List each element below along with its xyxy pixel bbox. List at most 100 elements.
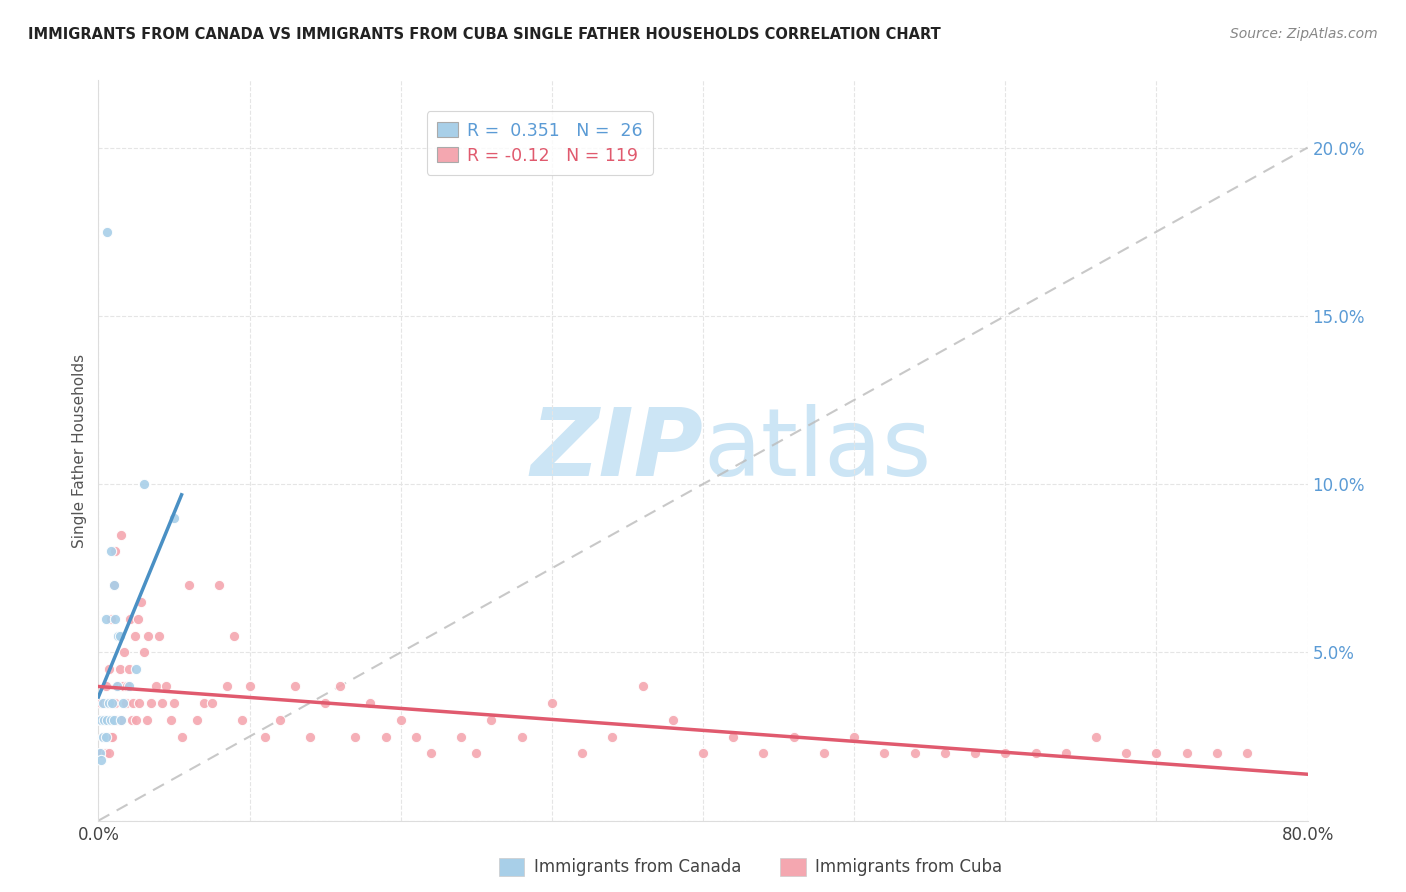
Point (98, 696, 121, 710)
Point (110, 527, 132, 541)
Point (193, 696, 215, 710)
Point (510, 730, 533, 744)
Point (120, 612, 142, 626)
Point (111, 679, 134, 693)
Text: atlas: atlas (703, 404, 931, 497)
Point (100, 713, 122, 727)
Point (100, 730, 122, 744)
Point (90, 753, 112, 767)
Point (299, 730, 322, 744)
Point (98, 662, 121, 676)
Point (135, 713, 157, 727)
Point (107, 679, 129, 693)
Point (284, 679, 307, 693)
Point (132, 645, 155, 659)
Point (108, 628, 131, 642)
Point (101, 696, 124, 710)
Text: IMMIGRANTS FROM CANADA VS IMMIGRANTS FROM CUBA SINGLE FATHER HOUSEHOLDS CORRELAT: IMMIGRANTS FROM CANADA VS IMMIGRANTS FRO… (28, 27, 941, 42)
Point (115, 679, 138, 693)
Point (723, 730, 745, 744)
Point (692, 747, 714, 761)
Point (253, 730, 276, 744)
Point (186, 713, 208, 727)
Text: Immigrants from Cuba: Immigrants from Cuba (815, 858, 1002, 876)
Point (208, 578, 231, 592)
Point (104, 544, 127, 558)
Point (101, 730, 124, 744)
Point (1206, 747, 1229, 761)
Text: Immigrants from Canada: Immigrants from Canada (534, 858, 741, 876)
Point (121, 713, 143, 727)
Point (1085, 730, 1108, 744)
Point (481, 713, 503, 727)
Point (94, 747, 117, 761)
Text: Source: ZipAtlas.com: Source: ZipAtlas.com (1230, 27, 1378, 41)
Point (93, 730, 115, 744)
Point (965, 747, 987, 761)
Point (389, 713, 412, 727)
Point (91, 713, 114, 727)
Point (114, 696, 136, 710)
Point (179, 578, 201, 592)
Point (128, 696, 150, 710)
Point (105, 679, 128, 693)
Point (160, 713, 183, 727)
Point (93, 696, 115, 710)
Point (91, 696, 114, 710)
Point (540, 696, 562, 710)
Point (125, 662, 148, 676)
Point (934, 747, 956, 761)
Point (91, 730, 114, 744)
Point (155, 679, 177, 693)
Point (93, 713, 115, 727)
Point (96, 730, 118, 744)
Point (141, 696, 163, 710)
Point (405, 730, 427, 744)
Point (94, 612, 117, 626)
Legend: R =  0.351   N =  26, R = -0.12   N = 119: R = 0.351 N = 26, R = -0.12 N = 119 (427, 112, 652, 175)
Point (813, 747, 835, 761)
Point (108, 662, 131, 676)
Point (602, 730, 624, 744)
Point (118, 679, 141, 693)
Point (89, 747, 111, 761)
Point (103, 713, 125, 727)
Point (111, 696, 134, 710)
Point (127, 612, 149, 626)
Point (314, 696, 336, 710)
Point (132, 477, 155, 491)
Point (571, 747, 593, 761)
Point (1144, 747, 1167, 761)
Point (1236, 747, 1258, 761)
Point (110, 713, 132, 727)
Point (118, 662, 141, 676)
Point (89, 713, 111, 727)
Point (89, 747, 111, 761)
Point (145, 679, 167, 693)
Point (269, 713, 291, 727)
Point (994, 747, 1017, 761)
Text: ZIP: ZIP (530, 404, 703, 497)
Point (103, 578, 125, 592)
Point (904, 747, 927, 761)
Point (170, 730, 193, 744)
Point (98, 747, 121, 761)
Point (122, 696, 145, 710)
Point (112, 645, 135, 659)
Point (150, 696, 173, 710)
Point (329, 679, 352, 693)
Point (360, 696, 382, 710)
Point (783, 730, 806, 744)
Point (1024, 747, 1046, 761)
Point (1054, 747, 1077, 761)
Point (344, 730, 367, 744)
Point (873, 747, 896, 761)
Point (90, 696, 112, 710)
Point (224, 628, 246, 642)
Point (94, 679, 117, 693)
Point (148, 628, 170, 642)
Point (103, 713, 125, 727)
Point (124, 628, 146, 642)
Point (163, 510, 186, 524)
Point (374, 730, 396, 744)
